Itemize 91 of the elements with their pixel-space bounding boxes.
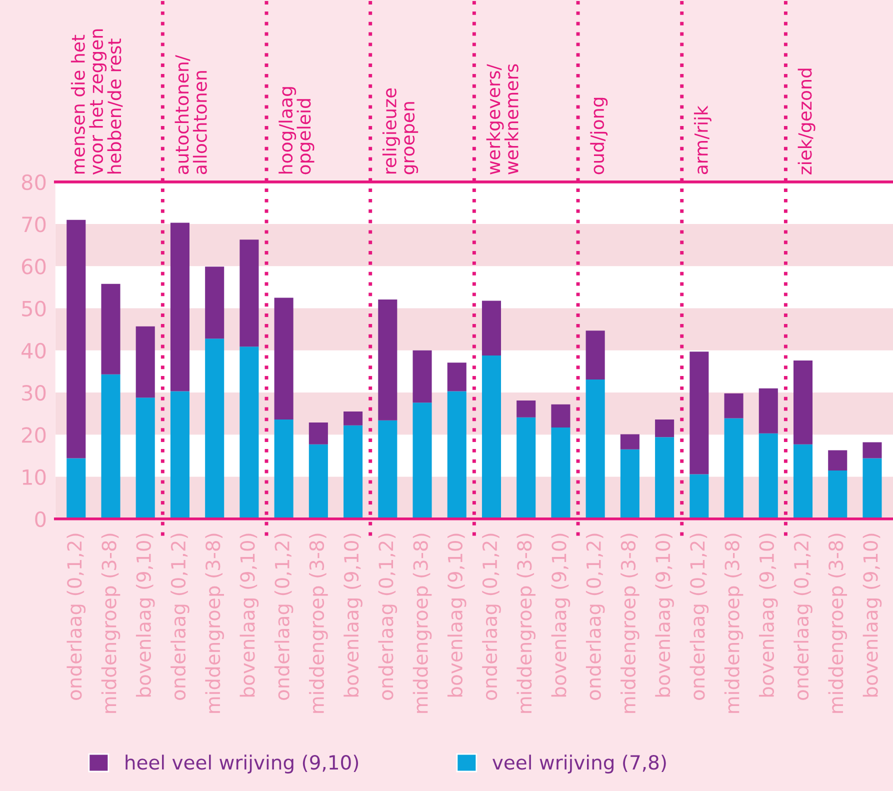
x-tick-label: middengroep (3-8) (309, 534, 328, 713)
bar (136, 326, 155, 398)
bar (308, 444, 328, 519)
bar (378, 299, 398, 420)
bar (655, 437, 674, 519)
bar (586, 330, 605, 380)
bar (274, 298, 294, 420)
bar (516, 400, 536, 418)
x-tick-label: onderlaag (0,1,2) (66, 534, 86, 700)
bar (724, 393, 744, 418)
bar (758, 388, 778, 434)
bar (758, 433, 778, 519)
bar (482, 355, 502, 519)
y-tick-label: 10 (22, 469, 46, 485)
x-tick-label: middengroep (3-8) (412, 534, 432, 713)
y-tick-label: 20 (22, 427, 46, 443)
bar (551, 427, 570, 519)
bar (793, 444, 813, 519)
x-tick-label: bovenlaag (9,10) (447, 534, 466, 697)
x-tick-label: bovenlaag (9,10) (655, 534, 674, 697)
text: religieuze groepen (382, 88, 418, 174)
y-tick-label: 40 (22, 342, 46, 359)
bar (205, 266, 224, 339)
x-tick-label: bovenlaag (9,10) (551, 534, 570, 697)
bar (655, 419, 674, 438)
text: arm/rijk (694, 105, 712, 174)
legend-label: heel veel wrijving (9,10) (126, 754, 358, 774)
bar (620, 434, 640, 450)
text: mensen die het voor het zeggen hebben/de rest (70, 29, 123, 175)
y-tick-label: 50 (22, 300, 46, 317)
x-tick-label: middengroep (3-8) (828, 534, 848, 713)
x-tick-label: bovenlaag (9,10) (136, 534, 155, 697)
y-tick-label: 60 (22, 258, 46, 274)
text: ziek/gezond (798, 68, 816, 174)
x-tick-label: bovenlaag (9,10) (862, 534, 882, 697)
x-tick-label: onderlaag (0,1,2) (378, 534, 398, 700)
bar (793, 360, 813, 444)
bar (862, 458, 882, 519)
bar (170, 391, 190, 519)
bar (551, 404, 570, 428)
bar (586, 379, 605, 519)
bar (828, 470, 848, 519)
bar (240, 346, 259, 519)
x-tick-label: onderlaag (0,1,2) (170, 534, 190, 700)
bar (690, 352, 709, 474)
bar (240, 240, 259, 347)
bar (378, 420, 398, 519)
x-tick-label: middengroep (3-8) (205, 534, 224, 713)
bar (170, 222, 190, 392)
bar (482, 300, 502, 356)
bar (101, 374, 120, 519)
x-tick-label: middengroep (3-8) (516, 534, 536, 713)
bar (690, 474, 709, 519)
bar (724, 418, 744, 519)
x-tick-label: onderlaag (0,1,2) (482, 534, 501, 700)
text: oud/jong (590, 98, 608, 174)
bar (620, 449, 640, 519)
x-tick-label: onderlaag (0,1,2) (274, 534, 294, 700)
text: hoog/laag opgeleid (278, 87, 314, 174)
bar (516, 417, 536, 519)
x-tick-label: bovenlaag (9,10) (240, 534, 259, 697)
x-tick-label: onderlaag (0,1,2) (794, 534, 812, 700)
x-tick-label: middengroep (3-8) (724, 534, 744, 713)
y-tick-label: 70 (22, 216, 46, 232)
x-tick-label: middengroep (3-8) (620, 534, 640, 713)
bar (308, 422, 328, 444)
bar (66, 220, 86, 458)
x-tick-label: bovenlaag (9,10) (758, 534, 778, 697)
y-tick-label: 0 (35, 511, 46, 528)
x-tick-label: onderlaag (0,1,2) (586, 534, 605, 700)
bar (862, 442, 882, 458)
bar (344, 411, 363, 426)
bar (274, 419, 294, 519)
x-tick-label: bovenlaag (9,10) (344, 534, 362, 697)
bar (447, 391, 466, 519)
y-tick-label: 80 (22, 174, 46, 190)
bar (101, 284, 120, 374)
bar (205, 338, 224, 519)
text: werkgevers/ werknemers (486, 64, 518, 174)
bar (136, 398, 155, 519)
bar (344, 425, 363, 519)
bar (412, 402, 432, 519)
y-tick-label: 30 (22, 384, 46, 401)
bar (412, 350, 432, 403)
bar (447, 362, 466, 392)
bar (828, 450, 848, 470)
x-tick-label: onderlaag (0,1,2) (690, 534, 709, 700)
text: autochtonen/ allochtonen (174, 54, 207, 174)
bar (66, 458, 86, 519)
legend-label: veel wrijving (7,8) (492, 754, 666, 774)
x-tick-label: middengroep (3-8) (101, 534, 120, 713)
